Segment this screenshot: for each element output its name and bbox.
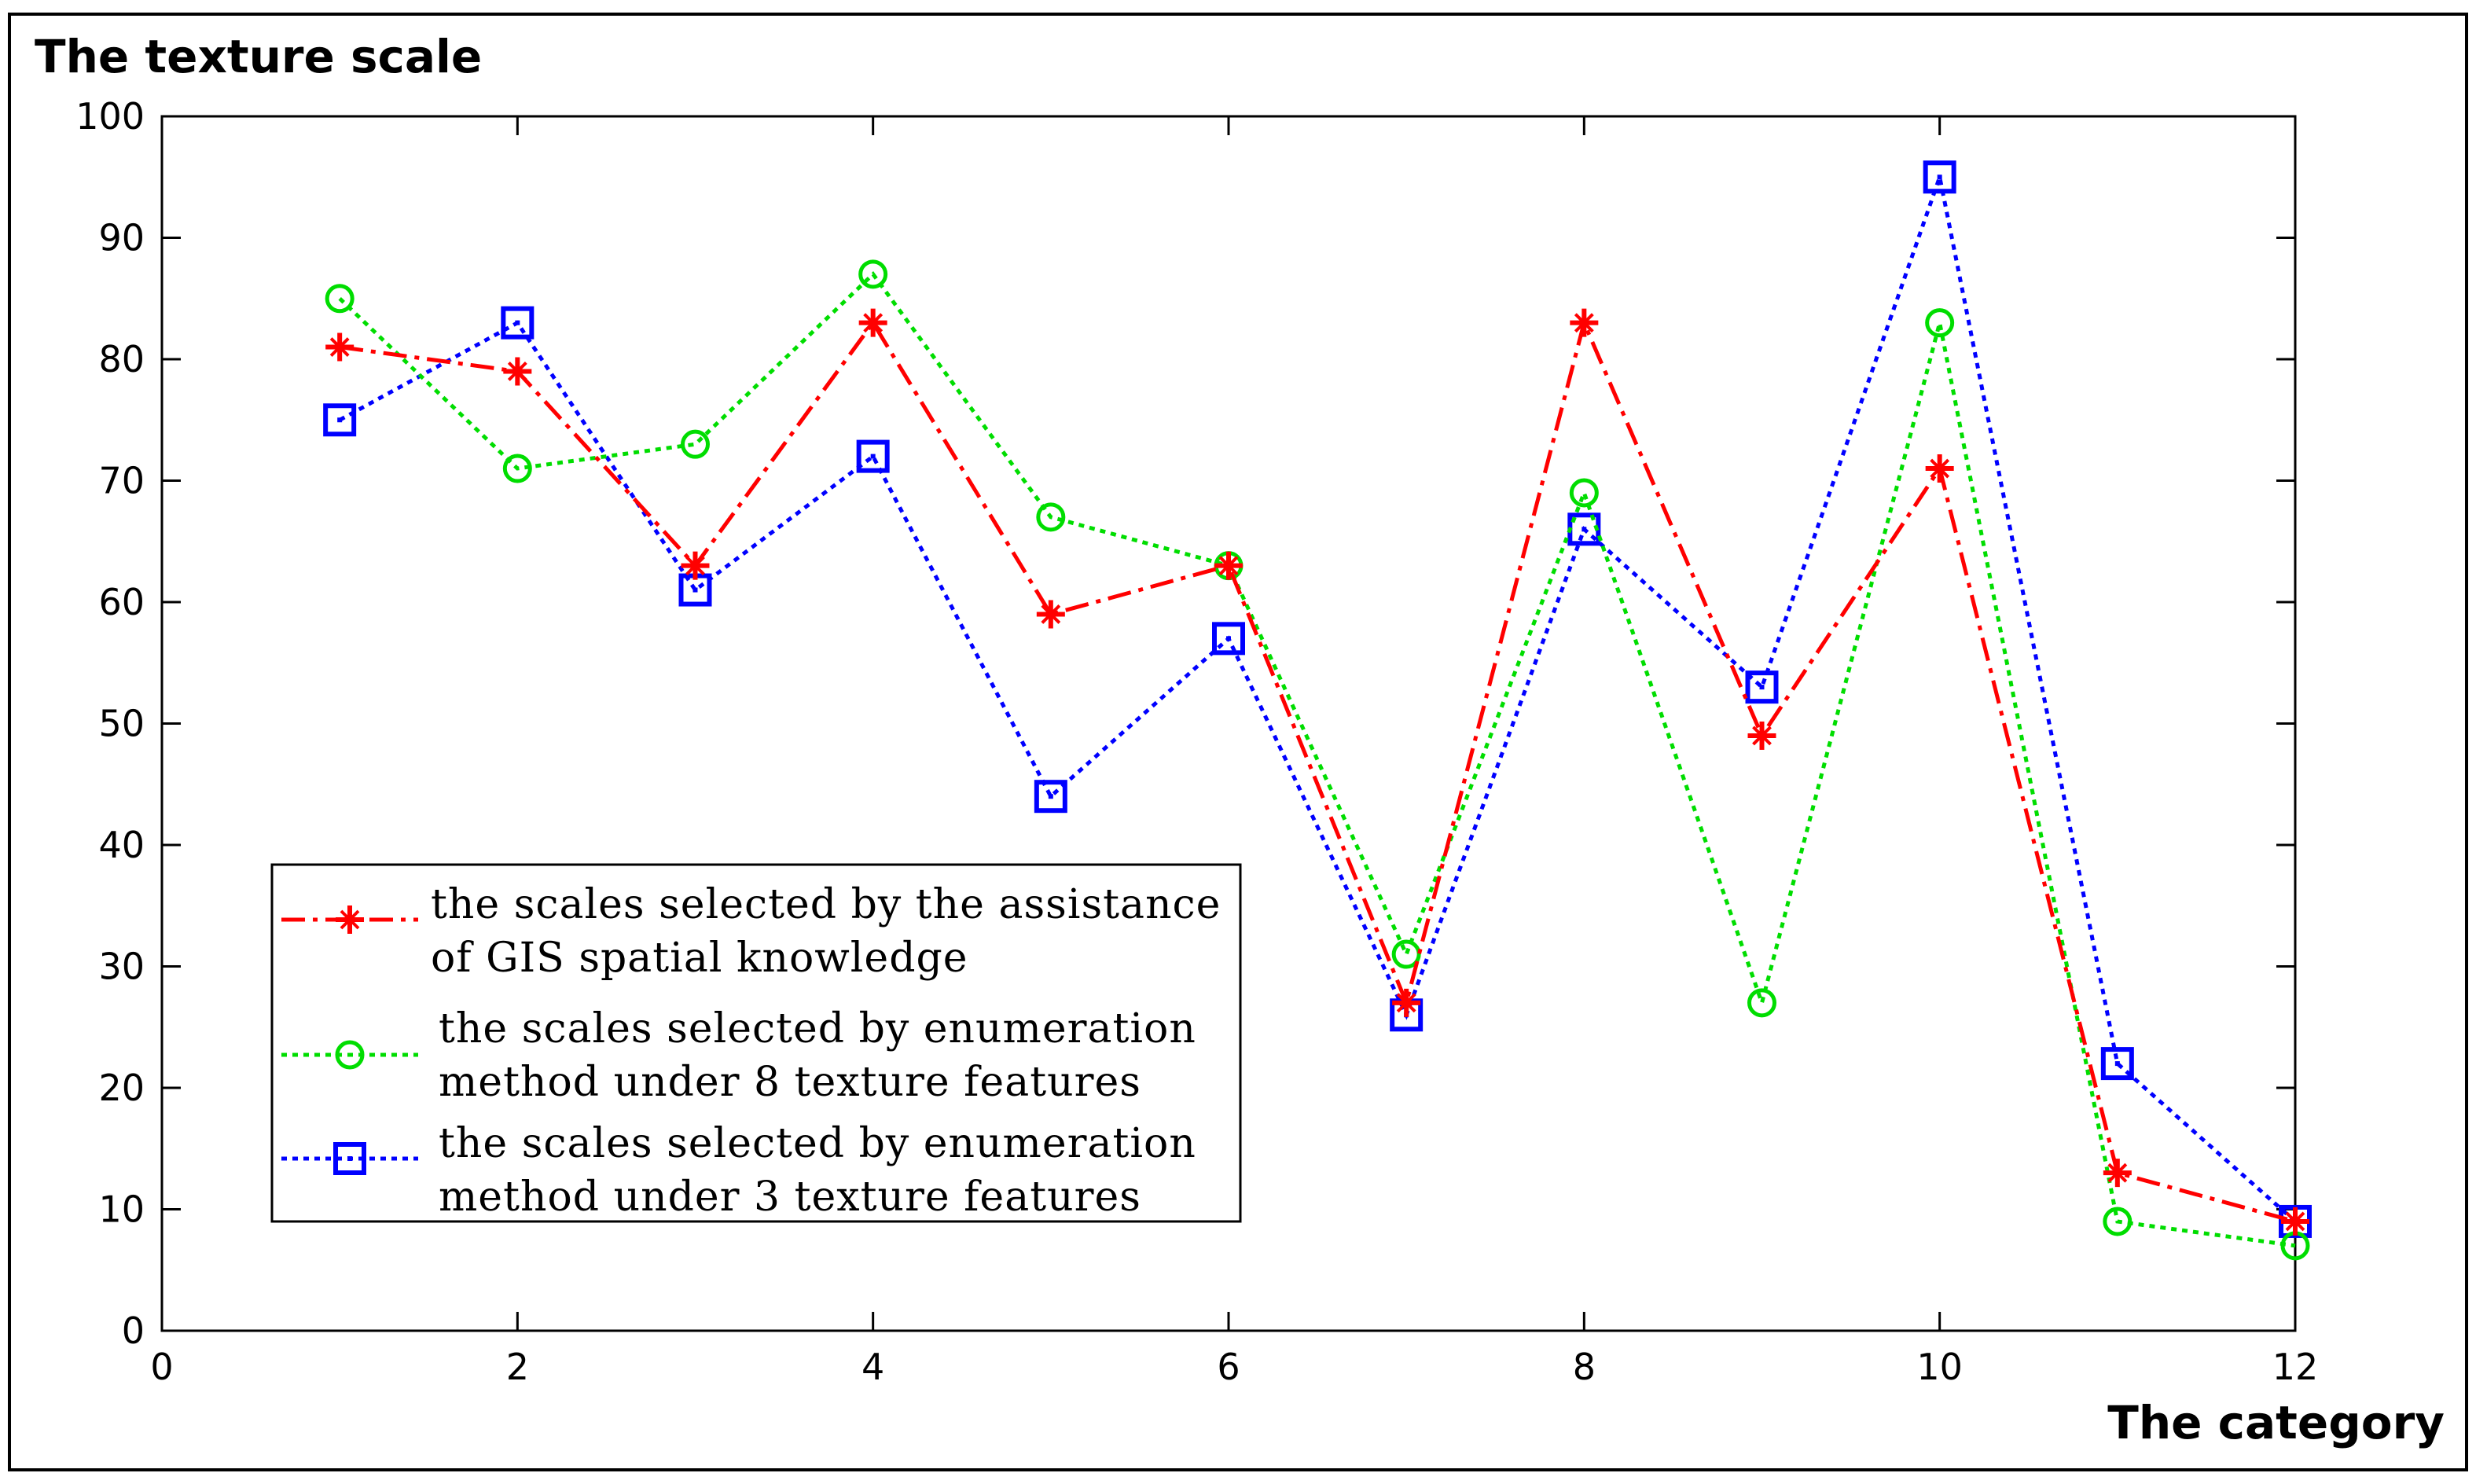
data-point-dot	[347, 1156, 352, 1161]
data-point	[336, 905, 364, 934]
data-point	[502, 454, 532, 483]
legend-label-1a: the scales selected by the assistance	[431, 881, 1221, 928]
data-point	[1570, 308, 1599, 337]
data-point	[1214, 551, 1243, 580]
data-point	[681, 429, 710, 459]
series-line	[339, 169, 2297, 1223]
data-point	[2103, 1207, 2133, 1236]
series-line	[339, 317, 2296, 1224]
x-tick-label: 8	[1573, 1346, 1596, 1388]
data-point-dot	[692, 587, 698, 593]
x-tick-label: 4	[861, 1346, 884, 1388]
x-tick-label: 2	[506, 1346, 529, 1388]
data-point	[325, 284, 355, 314]
y-axis-label: The texture scale	[35, 30, 482, 83]
legend-entry-3: the scales selected by enumeration metho…	[281, 1120, 1196, 1221]
legend-box	[270, 863, 1242, 1223]
data-point	[858, 259, 888, 289]
y-tick-label: 80	[98, 338, 145, 380]
data-point	[1391, 939, 1421, 969]
data-point-dot	[870, 454, 876, 459]
x-tick-label: 12	[2272, 1346, 2319, 1388]
y-tick-label: 50	[98, 703, 145, 745]
legend-label-3b: method under 3 texture features	[439, 1174, 1141, 1221]
data-point	[2281, 1207, 2309, 1236]
data-point	[1392, 988, 1421, 1017]
legend-entry-2: the scales selected by enumeration metho…	[281, 1005, 1196, 1106]
data-point	[1034, 780, 1067, 814]
y-tick-label: 60	[98, 581, 145, 623]
data-point	[1747, 721, 1776, 750]
data-point	[1923, 160, 1956, 194]
legend-label-2b: method under 8 texture features	[439, 1059, 1141, 1106]
legend-label-1b: of GIS spatial knowledge	[431, 935, 968, 982]
y-tick-label: 30	[98, 946, 145, 988]
x-ticks: 0 2 4 6 8 10 12	[150, 116, 2318, 1388]
y-tick-label: 0	[122, 1310, 145, 1352]
x-tick-label: 6	[1217, 1346, 1240, 1388]
y-tick-label: 10	[98, 1188, 145, 1231]
data-point-dot	[1226, 636, 1231, 641]
data-point	[1925, 454, 1954, 483]
data-point	[1569, 478, 1599, 508]
data-point	[503, 357, 532, 386]
data-point	[1745, 670, 1779, 704]
data-point-dot	[1937, 174, 1942, 180]
legend-swatch-2	[281, 1040, 418, 1070]
data-point	[1212, 622, 1245, 656]
data-point	[1036, 502, 1066, 532]
data-point	[1925, 308, 1955, 338]
x-axis-label: The category	[2107, 1396, 2445, 1449]
data-point-dot	[1581, 527, 1587, 532]
data-point	[2100, 1047, 2134, 1081]
data-point	[1036, 600, 1065, 629]
y-tick-label: 70	[98, 460, 145, 502]
legend-swatch-1	[281, 905, 418, 934]
data-point	[323, 403, 357, 437]
x-tick-label: 0	[150, 1346, 173, 1388]
x-tick-label: 10	[1916, 1346, 1963, 1388]
legend-swatch-3	[281, 1142, 418, 1175]
data-point	[335, 1040, 365, 1070]
y-tick-label: 100	[75, 95, 145, 138]
data-point-dot	[1759, 685, 1765, 690]
y-tick-label: 20	[98, 1067, 145, 1109]
series-1	[325, 308, 2309, 1236]
data-point-dot	[337, 417, 343, 423]
legend: the scales selected by the assistance of…	[270, 863, 1242, 1223]
data-point	[681, 551, 710, 580]
data-point	[333, 1142, 366, 1175]
legend-label-2a: the scales selected by enumeration	[439, 1005, 1196, 1052]
data-point	[858, 308, 887, 337]
data-point-dot	[2114, 1061, 2120, 1067]
data-point	[2103, 1159, 2132, 1188]
y-tick-label: 40	[98, 824, 145, 866]
data-point	[325, 332, 355, 362]
data-point	[856, 439, 890, 473]
legend-label-3a: the scales selected by enumeration	[439, 1120, 1196, 1167]
y-tick-label: 90	[98, 217, 145, 259]
legend-entry-1: the scales selected by the assistance of…	[281, 881, 1221, 982]
data-point-dot	[1048, 794, 1053, 799]
data-point-dot	[515, 320, 520, 325]
series-group	[323, 160, 2312, 1261]
y-ticks: 0 10 20 30 40 50 60 70 80 90 100	[75, 95, 2295, 1352]
data-point	[501, 306, 535, 340]
data-point	[1747, 988, 1776, 1018]
